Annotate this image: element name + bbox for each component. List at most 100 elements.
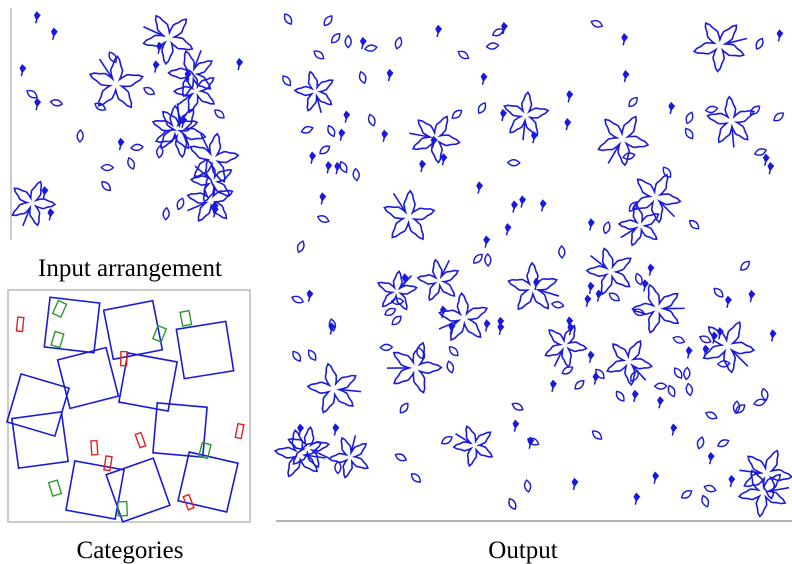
small-leaf (591, 429, 604, 441)
seed-dot (48, 209, 53, 220)
small-leaf (524, 480, 532, 493)
red-category (135, 432, 145, 447)
small-leaf (282, 12, 293, 25)
small-leaf (667, 384, 677, 397)
small-leaf (508, 160, 520, 166)
seed-dot (502, 23, 507, 34)
seed-dot (709, 453, 714, 464)
category-square (176, 321, 233, 378)
seed-dot (565, 119, 570, 130)
seed-dot (181, 117, 186, 128)
small-leaf (696, 436, 705, 449)
seed-dot (513, 421, 518, 432)
small-leaf (655, 383, 667, 389)
small-leaf (699, 334, 712, 344)
seed-dot (213, 206, 218, 217)
small-leaf (672, 335, 685, 345)
seed-dot (643, 280, 648, 291)
seed-dot (441, 154, 446, 165)
seed-dot (335, 163, 340, 174)
small-leaf (590, 19, 603, 29)
red-category (183, 495, 194, 510)
small-leaf (685, 383, 693, 396)
output-caption: Output (488, 537, 558, 564)
seed-dot (506, 224, 511, 235)
seed-dot (382, 131, 387, 142)
small-leaf (712, 286, 725, 299)
seed-dot (572, 479, 577, 490)
seed-dot (329, 323, 334, 334)
maple-leaf (174, 70, 214, 112)
small-leaf (390, 314, 403, 327)
seed-dot (551, 381, 556, 392)
small-leaf (358, 71, 367, 84)
maple-leaf (708, 97, 754, 142)
green-category (49, 480, 62, 496)
small-leaf (322, 14, 334, 27)
small-leaf (131, 144, 144, 151)
seed-dot (119, 139, 124, 150)
small-leaf (486, 42, 499, 49)
small-leaf (573, 378, 586, 391)
small-leaf (622, 152, 635, 161)
seed-dot (344, 112, 349, 123)
seed-dot (477, 183, 482, 194)
seed-dot (512, 202, 517, 213)
category-square (153, 403, 207, 457)
small-leaf (394, 452, 407, 463)
small-leaf (300, 125, 313, 135)
small-leaf (291, 295, 304, 305)
category-square (7, 374, 69, 436)
maple-leaf (418, 260, 458, 300)
small-leaf (326, 124, 337, 137)
small-leaf (100, 180, 113, 193)
seed-dot (585, 296, 590, 307)
seed-dot (307, 291, 312, 302)
maple-leaf (13, 182, 55, 226)
seed-dot (35, 12, 40, 23)
seed-dot (420, 161, 425, 172)
small-leaf (410, 472, 423, 485)
seed-dot (771, 330, 776, 341)
maple-leaf (439, 293, 487, 340)
small-leaf (312, 49, 325, 61)
small-leaf (457, 49, 470, 61)
input-caption: Input arrangement (38, 255, 222, 282)
categories-border (8, 290, 250, 522)
seed-dot (154, 62, 159, 73)
small-leaf (398, 401, 410, 414)
seed-dot (589, 352, 594, 363)
maple-leaf (509, 263, 557, 309)
small-leaf (306, 348, 318, 361)
page: Input arrangement Categories Output (() … (0, 0, 792, 564)
small-leaf (335, 461, 341, 473)
small-leaf (330, 32, 342, 45)
small-leaf (101, 165, 113, 171)
seed-dot (361, 38, 366, 49)
seed-dot (764, 155, 769, 166)
small-leaf (551, 301, 564, 309)
category-square (58, 348, 119, 409)
seed-dot (541, 200, 546, 211)
small-leaf (163, 208, 170, 221)
category-square (178, 452, 238, 512)
small-leaf (683, 367, 690, 379)
seed-dot (768, 163, 773, 174)
small-leaf (507, 497, 518, 510)
output-panel (275, 12, 792, 516)
small-leaf (175, 197, 185, 210)
seed-dot (432, 137, 437, 148)
small-leaf (688, 218, 701, 230)
small-leaf (365, 44, 378, 52)
maple-leaf (329, 438, 368, 478)
seed-dot (157, 43, 162, 54)
small-leaf (446, 360, 455, 373)
red-category (121, 352, 127, 366)
seed-dot (52, 29, 57, 40)
green-category (180, 311, 191, 326)
small-leaf (77, 130, 84, 142)
small-leaf (627, 96, 639, 109)
seed-dot (532, 132, 537, 143)
small-leaf (739, 259, 752, 272)
small-leaf (608, 291, 621, 303)
